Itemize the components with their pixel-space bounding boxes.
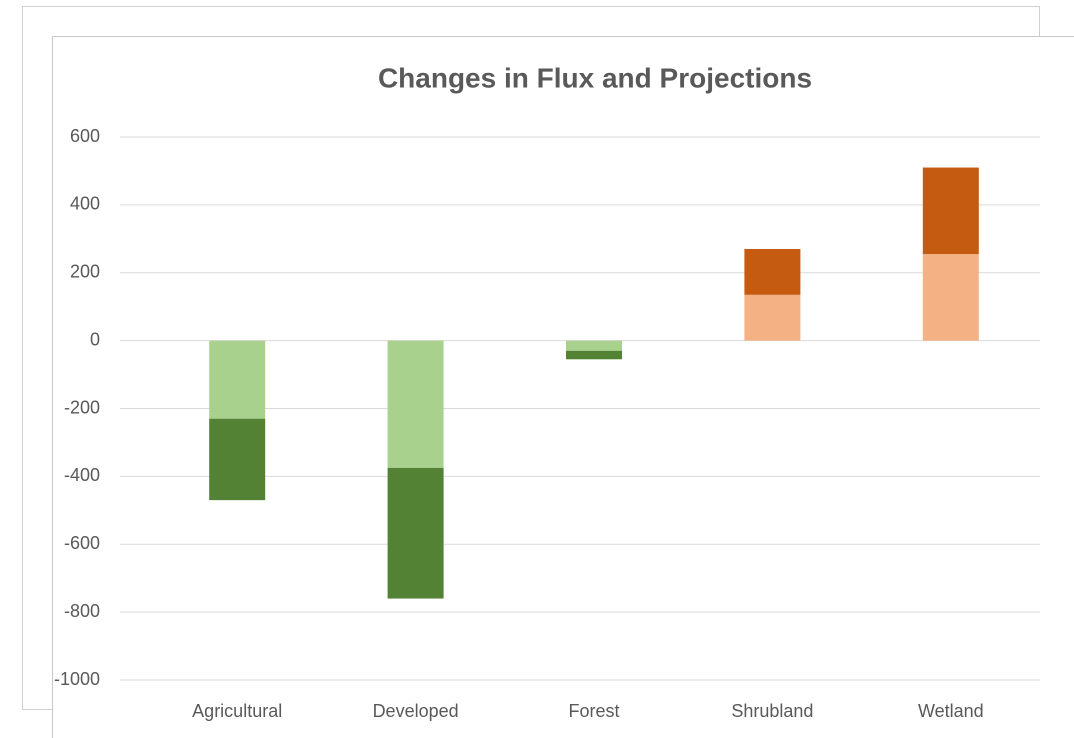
bar-segment (566, 350, 622, 360)
y-tick-label: -400 (64, 465, 100, 485)
x-tick-label: Wetland (918, 701, 984, 721)
x-tick-label: Shrubland (731, 701, 813, 721)
y-tick-label: -600 (64, 533, 100, 553)
bar-segment (922, 254, 979, 341)
bar-segment (566, 340, 622, 351)
chart-title: Changes in Flux and Projections (378, 62, 812, 93)
y-tick-label: -1000 (54, 669, 100, 689)
bar-segment (209, 418, 266, 501)
y-tick-label: 600 (70, 126, 100, 146)
y-tick-label: -200 (64, 397, 100, 417)
bar-segment (744, 248, 801, 295)
x-tick-label: Forest (568, 701, 619, 721)
bar-segment (209, 340, 266, 419)
x-tick-label: Agricultural (192, 701, 282, 721)
y-tick-label: 0 (90, 329, 100, 349)
x-tick-label: Developed (373, 701, 459, 721)
y-tick-label: 200 (70, 262, 100, 282)
bar-segment (387, 467, 444, 599)
chart-card (52, 36, 1074, 738)
bar-segment (922, 167, 979, 255)
bar-segment (387, 340, 444, 468)
y-tick-label: -800 (64, 601, 100, 621)
y-tick-label: 400 (70, 194, 100, 214)
bar-segment (744, 294, 801, 341)
